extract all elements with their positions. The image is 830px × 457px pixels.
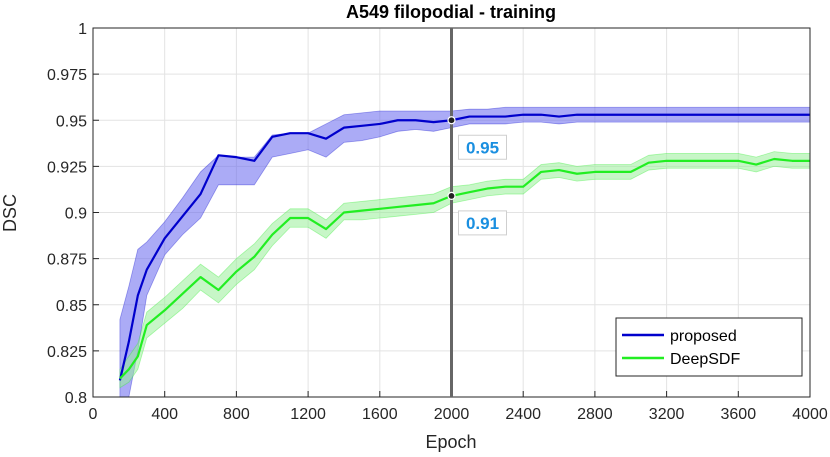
annotation-point [447, 116, 456, 125]
y-axis: 0.8 0.825 0.85 0.875 0.9 0.925 0.95 0.975 1 [47, 21, 99, 407]
annotation-point [447, 191, 456, 200]
x-tick-label: 4000 [792, 406, 828, 423]
x-tick-label: 0 [89, 406, 98, 423]
chart-title: A549 filopodial - training [346, 2, 556, 22]
x-tick-label: 800 [223, 406, 250, 423]
legend: proposed DeepSDF [615, 317, 803, 377]
x-tick-label: 2800 [577, 406, 613, 423]
x-tick-label: 3200 [649, 406, 685, 423]
y-tick-label: 0.875 [47, 252, 87, 269]
legend-box [615, 317, 803, 377]
y-tick-label: 0.85 [56, 298, 87, 315]
y-tick-label: 0.95 [56, 113, 87, 130]
annotations: 0.95 0.91 [447, 116, 507, 236]
x-axis: 0 400 800 1200 1600 2000 2400 2800 3200 3600 4000 [89, 391, 828, 423]
annotation-box [458, 134, 507, 160]
annotation-label: 0.95 [466, 138, 499, 157]
x-tick-label: 2000 [434, 406, 470, 423]
annotation-box [458, 210, 507, 236]
annotation-label: 0.91 [466, 214, 499, 233]
x-tick-label: 400 [151, 406, 178, 423]
y-tick-label: 0.975 [47, 67, 87, 84]
x-tick-label: 1200 [290, 406, 326, 423]
y-tick-label: 0.9 [65, 206, 87, 223]
x-tick-label: 3600 [721, 406, 757, 423]
y-tick-label: 1 [78, 21, 87, 38]
y-tick-label: 0.925 [47, 159, 87, 176]
x-axis-title: Epoch [425, 432, 476, 452]
y-tick-label: 0.8 [65, 390, 87, 407]
legend-label: DeepSDF [670, 351, 740, 368]
legend-label: proposed [670, 328, 737, 345]
y-tick-label: 0.825 [47, 344, 87, 361]
y-axis-title: DSC [0, 194, 20, 232]
x-tick-label: 1600 [362, 406, 398, 423]
x-tick-label: 2400 [505, 406, 541, 423]
